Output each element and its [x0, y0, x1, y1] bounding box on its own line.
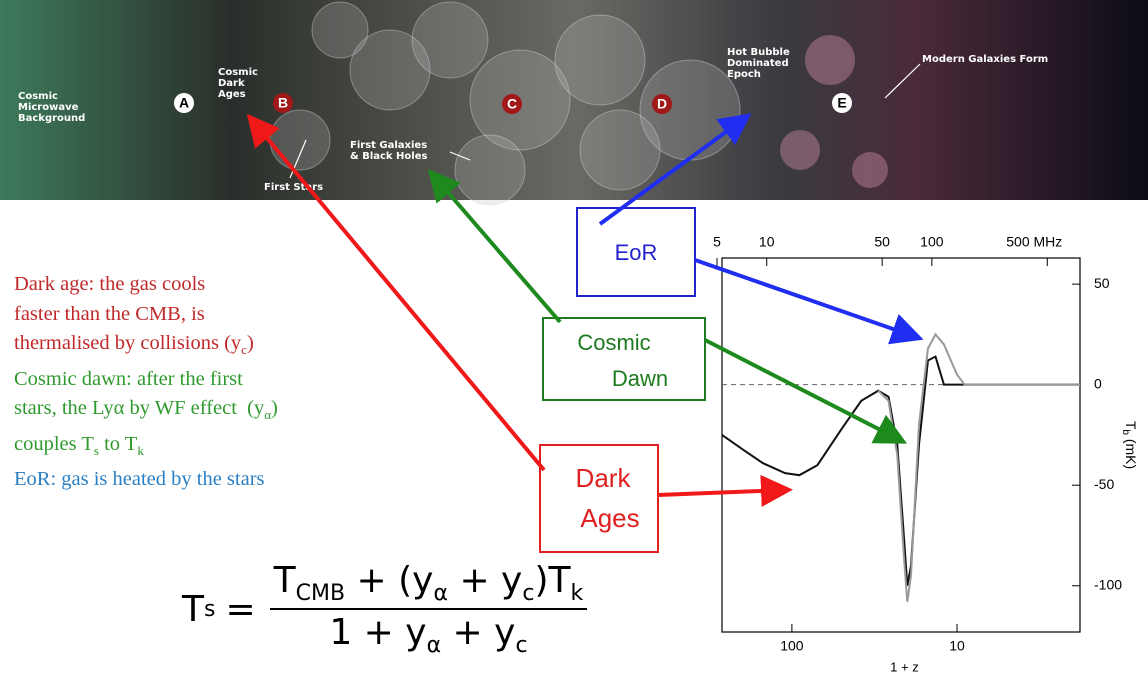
- formula-part: + y: [441, 612, 516, 654]
- banner-label: Cosmic: [218, 67, 258, 78]
- formula-sub: k: [570, 581, 584, 607]
- formula-part: + (y: [345, 560, 434, 601]
- plot-frame: [721, 257, 1081, 633]
- note: to T: [98, 432, 138, 455]
- y-axis-label-part: T: [1123, 421, 1139, 430]
- x-axis-label: 1 + z: [890, 659, 919, 674]
- callout-dark: Dark: [576, 463, 632, 493]
- epoch-marker: E: [837, 95, 846, 111]
- y-tick-label: 50: [1094, 275, 1110, 291]
- callout-dawn: Dawn: [612, 366, 668, 391]
- banner-label: First Galaxies: [350, 140, 427, 151]
- formula-sub: s: [204, 596, 216, 622]
- arrows: [246, 113, 924, 507]
- formula-sub: α: [433, 581, 448, 607]
- note: Cosmic dawn: after the first: [14, 367, 243, 390]
- banner-label: Microwave: [18, 102, 79, 113]
- formula-sub: CMB: [295, 581, 346, 607]
- banner-label: Epoch: [727, 69, 761, 80]
- note: EoR: gas is heated by the stars: [14, 468, 265, 491]
- banner-label: Background: [18, 113, 85, 124]
- formula-part: T: [182, 588, 204, 630]
- y-axis-label-part: b: [1120, 429, 1131, 435]
- note-sub: k: [137, 442, 144, 458]
- banner-label: First Stars: [264, 182, 323, 193]
- callout-dawn: Cosmic: [577, 330, 650, 355]
- note: faster than the CMB, is: [14, 302, 205, 325]
- formula-sub: α: [426, 633, 442, 659]
- banner-label: Ages: [218, 89, 246, 100]
- x2-tick-label: 50: [874, 234, 890, 250]
- note: couples T: [14, 432, 94, 455]
- y-axis-label: Tb (mK): [1120, 421, 1139, 469]
- formula-part: )T: [534, 560, 571, 601]
- curve: [877, 332, 1080, 602]
- callout-dark: Ages: [580, 503, 639, 533]
- curve: [721, 355, 1080, 586]
- banner-label: Dark: [218, 78, 245, 89]
- formula-part: =: [225, 588, 256, 630]
- formula-sub: c: [515, 633, 528, 659]
- note-sub: c: [241, 342, 247, 358]
- x2-tick-label: 5: [713, 234, 721, 250]
- x2-tick-label: 10: [759, 234, 775, 250]
- formula-part: 1 + y: [329, 612, 427, 654]
- callouts: EoR Cosmic Dawn Dark Ages: [539, 207, 706, 553]
- note-sub: α: [264, 407, 272, 423]
- plot: 100 10 5 10 50 100 500 MHz 50 0 -50 -100 1 + z Tb (m…: [713, 234, 1139, 675]
- y-tick-label: -50: [1094, 476, 1114, 492]
- x-tick-label: 100: [780, 638, 804, 654]
- epoch-marker: A: [179, 95, 189, 111]
- banner-label: Cosmic: [18, 91, 58, 102]
- x2-tick-label: 500 MHz: [1006, 234, 1062, 250]
- fraction: TCMB + (yα + yc)Tk 1 + yα + yc: [269, 560, 588, 659]
- banner-label: Modern Galaxies Form: [922, 54, 1048, 65]
- formula-part: T: [273, 560, 296, 601]
- note: Dark age: the gas cools: [14, 273, 206, 295]
- note: stars, the Lyα by WF effect (y: [14, 397, 265, 420]
- formula-sub: c: [522, 581, 535, 607]
- notes: Dark age: the gas cools faster than the …: [14, 270, 278, 495]
- y-tick-label: 0: [1094, 375, 1102, 391]
- note: ): [246, 332, 254, 354]
- y-tick-label: -100: [1094, 576, 1122, 592]
- x2-tick-label: 100: [920, 234, 944, 250]
- note: thermalised by collisions (y: [14, 332, 242, 354]
- note-sub: s: [93, 442, 99, 458]
- formula-part: + y: [448, 560, 523, 601]
- banner: Cosmic Microwave Background Cosmic Dark …: [0, 0, 1148, 206]
- banner-label: Dominated: [727, 58, 789, 69]
- banner-label: & Black Holes: [350, 151, 428, 162]
- y-axis-label-part: (mK): [1123, 435, 1139, 469]
- x-tick-label: 10: [949, 638, 965, 654]
- callout-eor: EoR: [615, 240, 658, 265]
- epoch-marker: D: [657, 96, 667, 112]
- banner-label: Hot Bubble: [727, 47, 790, 58]
- epoch-marker: C: [507, 96, 517, 112]
- note: ): [271, 397, 278, 420]
- epoch-marker: B: [278, 95, 288, 111]
